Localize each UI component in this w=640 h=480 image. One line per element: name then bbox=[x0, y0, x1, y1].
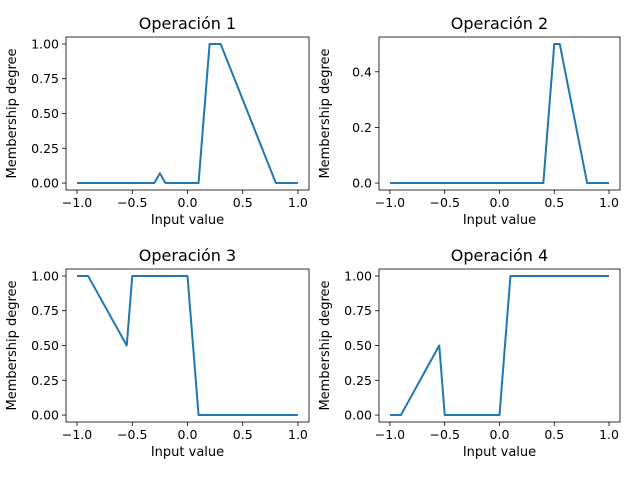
x-tick-label: 0.5 bbox=[544, 427, 564, 442]
chart-title: Operación 4 bbox=[451, 246, 548, 265]
series-line-4-1 bbox=[389, 274, 610, 417]
y-tick-label: 0.50 bbox=[31, 338, 59, 353]
chart-title: Operación 2 bbox=[451, 14, 548, 33]
x-tick-label: 0.0 bbox=[178, 427, 198, 442]
chart-title: Operación 3 bbox=[139, 246, 236, 265]
y-tick-label: 0.4 bbox=[352, 64, 372, 79]
x-tick-label: −0.5 bbox=[430, 195, 460, 210]
x-tick-label: −0.5 bbox=[117, 195, 147, 210]
y-axis-label: Membership degree bbox=[318, 280, 333, 410]
subplot-4: −1.0 −0.5 0.0 0.5 1.0 0.00 0.25 0.50 0.75 1.00 Ope… bbox=[318, 246, 621, 460]
x-tick-label: 1.0 bbox=[599, 195, 619, 210]
series-line-1-1 bbox=[77, 42, 298, 185]
x-tick-label: −0.5 bbox=[430, 427, 460, 442]
series-line-3-1 bbox=[77, 274, 298, 417]
x-tick-label: −0.5 bbox=[117, 427, 147, 442]
y-tick-label: 0.25 bbox=[31, 373, 59, 388]
x-tick-label: −1.0 bbox=[375, 427, 405, 442]
subplot-2: −1.0 −0.5 0.0 0.5 1.0 0.0 0.2 0.4 Operación 2 Inp… bbox=[318, 14, 621, 228]
x-tick-label: −1.0 bbox=[62, 427, 92, 442]
x-tick-label: 0.0 bbox=[490, 427, 510, 442]
x-tick-label: 0.0 bbox=[178, 195, 198, 210]
y-tick-label: 1.00 bbox=[31, 36, 59, 51]
x-tick-label: −1.0 bbox=[375, 195, 405, 210]
x-axis-label: Input value bbox=[463, 213, 536, 228]
x-tick-label: 1.0 bbox=[599, 427, 619, 442]
y-tick-label: 0.75 bbox=[31, 71, 59, 86]
y-tick-label: 0.00 bbox=[344, 408, 372, 423]
y-tick-label: 0.25 bbox=[31, 141, 59, 156]
x-axis-label: Input value bbox=[151, 213, 224, 228]
y-tick-label: 0.2 bbox=[352, 120, 372, 135]
subplot-1: −1.0 −0.5 0.0 0.5 1.0 0.00 0.25 0.50 0.75 1.00 Ope… bbox=[5, 14, 310, 228]
y-axis-label: Membership degree bbox=[5, 280, 20, 410]
y-tick-label: 0.00 bbox=[31, 176, 59, 191]
y-tick-label: 0.0 bbox=[352, 176, 372, 191]
y-axis-label: Membership degree bbox=[5, 48, 20, 178]
x-tick-label: 0.5 bbox=[544, 195, 564, 210]
y-tick-label: 0.75 bbox=[31, 303, 59, 318]
y-tick-label: 0.00 bbox=[31, 408, 59, 423]
y-axis-label: Membership degree bbox=[318, 48, 333, 178]
y-tick-label: 0.50 bbox=[344, 338, 372, 353]
y-tick-label: 0.75 bbox=[344, 303, 372, 318]
x-tick-label: 0.5 bbox=[233, 195, 253, 210]
x-tick-label: −1.0 bbox=[62, 195, 92, 210]
subplot-3: −1.0 −0.5 0.0 0.5 1.0 0.00 0.25 0.50 0.75 1.00 Ope… bbox=[5, 246, 310, 460]
chart-title: Operación 1 bbox=[139, 14, 236, 33]
x-axis-label: Input value bbox=[463, 445, 536, 460]
y-tick-label: 1.00 bbox=[344, 268, 372, 283]
y-tick-label: 0.25 bbox=[344, 373, 372, 388]
x-tick-label: 0.5 bbox=[233, 427, 253, 442]
series-line-2-1 bbox=[389, 42, 610, 185]
y-tick-label: 1.00 bbox=[31, 268, 59, 283]
y-tick-label: 0.50 bbox=[31, 106, 59, 121]
x-tick-label: 1.0 bbox=[288, 427, 308, 442]
x-tick-label: 0.0 bbox=[490, 195, 510, 210]
x-axis-label: Input value bbox=[151, 445, 224, 460]
x-tick-label: 1.0 bbox=[288, 195, 308, 210]
